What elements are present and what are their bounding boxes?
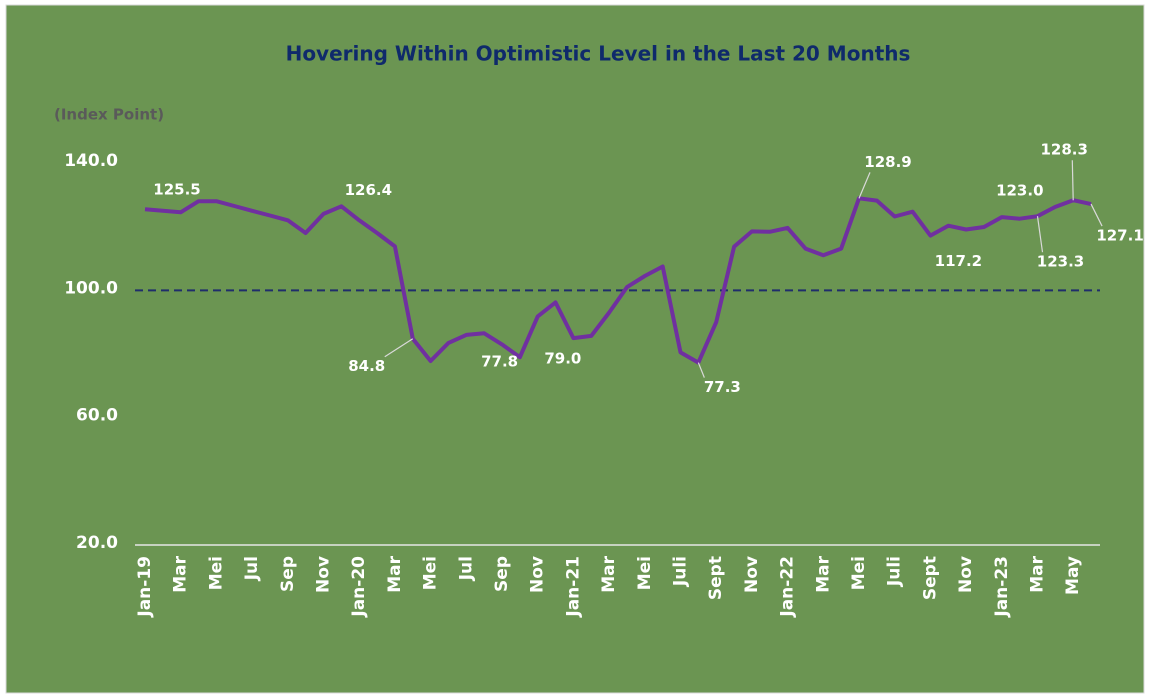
x-tick-label: Mar: [171, 555, 191, 592]
x-tick-label: Mar: [385, 555, 405, 592]
data-label: 123.3: [1037, 253, 1084, 271]
data-label: 77.8: [481, 353, 518, 371]
x-tick-label: Nov: [742, 556, 762, 593]
x-tick-label: Jan-19: [135, 556, 155, 618]
x-tick-label: Jan-20: [349, 556, 369, 618]
x-tick-label: Juli: [671, 556, 691, 587]
x-tick-label: Jan-23: [992, 556, 1012, 618]
data-label: 127.1: [1096, 227, 1143, 245]
data-label: 126.4: [345, 181, 392, 199]
x-tick-label: Juli: [885, 556, 905, 587]
x-tick-label: Mei: [635, 556, 655, 590]
data-label: 77.3: [704, 378, 741, 396]
x-tick-label: Mar: [1028, 555, 1048, 592]
x-tick-label: May: [1063, 556, 1083, 595]
data-label: 79.0: [544, 350, 581, 368]
leader-line: [697, 362, 705, 378]
chart-background: [5, 4, 1145, 694]
x-tick-label: Sep: [278, 556, 298, 592]
x-tick-label: Jan-21: [563, 556, 583, 618]
x-tick-label: Nov: [314, 556, 334, 593]
x-tick-label: Mei: [206, 556, 226, 590]
x-tick-label: Nov: [956, 556, 976, 593]
leader-line: [1071, 160, 1074, 201]
x-tick-label: Mar: [813, 555, 833, 592]
leader-line: [858, 172, 871, 199]
data-label: 84.8: [348, 357, 385, 375]
y-axis-label: (Index Point): [54, 106, 164, 124]
data-label: 125.5: [153, 181, 200, 199]
x-tick-label: Nov: [528, 556, 548, 593]
x-tick-label: Sept: [920, 556, 940, 600]
x-tick-label: Mei: [421, 556, 441, 590]
data-line: [144, 196, 1092, 365]
x-tick-label: Jul: [456, 556, 476, 581]
data-label: 117.2: [935, 252, 982, 270]
x-tick-label: Mar: [599, 555, 619, 592]
x-tick-label: Sept: [706, 556, 726, 600]
leader-line: [1036, 216, 1044, 253]
x-tick-label: Mei: [849, 556, 869, 590]
x-tick-label: Sep: [492, 556, 512, 592]
chart-title: Hovering Within Optimistic Level in the …: [286, 42, 911, 66]
y-tick-label: 60.0: [76, 406, 118, 426]
x-tick-label: Jul: [242, 556, 262, 581]
leader-line: [1090, 203, 1103, 227]
leader-line: [384, 338, 414, 358]
y-tick-label: 140.0: [64, 151, 118, 171]
data-label: 123.0: [996, 182, 1043, 200]
data-label: 128.3: [1040, 141, 1087, 159]
x-tick-label: Jan-22: [778, 556, 798, 618]
y-tick-label: 100.0: [64, 278, 118, 298]
y-tick-label: 20.0: [76, 533, 118, 553]
data-label: 128.9: [864, 153, 911, 171]
